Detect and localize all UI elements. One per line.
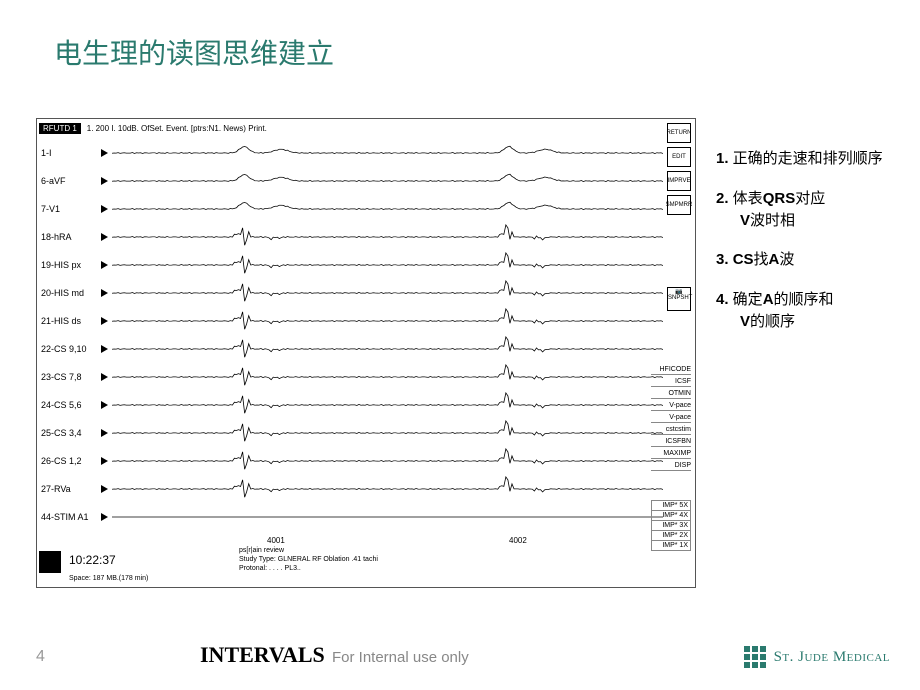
play-icon <box>101 233 108 241</box>
trace-row: 44-STIM A1 <box>39 503 663 531</box>
toolbar-icon[interactable]: RETURN <box>667 123 691 143</box>
trace-row: 1-I <box>39 139 663 167</box>
trace-label: 22-CS 9,10 <box>39 344 101 354</box>
waveform <box>112 224 663 250</box>
trace-label: 27-RVa <box>39 484 101 494</box>
param-label: HFICODE <box>651 365 691 375</box>
param-label: V-pace <box>651 401 691 411</box>
param-label: cstcstim <box>651 425 691 435</box>
trace-label: 23-CS 7,8 <box>39 372 101 382</box>
toolbar-icons: RETURN EDIT IMPRVE SMPMRR <box>667 123 693 215</box>
play-icon <box>101 345 108 353</box>
footer-space: Space: 187 MB.(178 min) <box>69 574 148 583</box>
play-icon <box>101 261 108 269</box>
waveform <box>112 392 663 418</box>
note-item: 2. 体表QRS对应V波时相 <box>716 188 906 232</box>
timestamp: 10:22:37 <box>69 553 116 567</box>
side-notes: 1. 正确的走速和排列顺序 2. 体表QRS对应V波时相 3. CS找A波 4. 确定… <box>716 148 906 351</box>
trace-row: 26-CS 1,2 <box>39 447 663 475</box>
waveform <box>112 476 663 502</box>
trace-row: 6-aVF <box>39 167 663 195</box>
trace-label: 19-HIS px <box>39 260 101 270</box>
param-label: MAXIMP <box>651 449 691 459</box>
ecg-chart: RFUTD 1 1. 200 I. 10dB. OfSet. Event. [p… <box>36 118 696 588</box>
camera-icon: 📷SNPSHT <box>667 287 691 311</box>
chart-footer: 10:22:37 Space: 187 MB.(178 min) ps[r|ai… <box>39 549 693 585</box>
trace-row: 22-CS 9,10 <box>39 335 663 363</box>
slide-title: 电生理的读图思维建立 <box>54 32 334 72</box>
header-text: 1. 200 I. 10dB. OfSet. Event. [ptrs:N1. … <box>87 124 267 133</box>
annotation-4001: 4001 <box>267 536 285 545</box>
trace-row: 25-CS 3,4 <box>39 419 663 447</box>
chart-header: RFUTD 1 1. 200 I. 10dB. OfSet. Event. [p… <box>39 121 693 135</box>
param-label: ICSFBN <box>651 437 691 447</box>
waveform <box>112 308 663 334</box>
trace-row: 20-HIS md <box>39 279 663 307</box>
intervals-label: INTERVALS <box>200 642 325 668</box>
play-icon <box>101 317 108 325</box>
play-icon <box>101 289 108 297</box>
trace-label: 44-STIM A1 <box>39 512 101 522</box>
trace-label: 26-CS 1,2 <box>39 456 101 466</box>
waveform <box>112 504 663 530</box>
waveform <box>112 448 663 474</box>
trace-row: 19-HIS px <box>39 251 663 279</box>
play-icon <box>101 149 108 157</box>
waveform <box>112 140 663 166</box>
note-item: 1. 正确的走速和排列顺序 <box>716 148 906 170</box>
play-icon <box>101 429 108 437</box>
waveform <box>112 336 663 362</box>
play-icon <box>101 373 108 381</box>
trace-container: 1-I 6-aVF 7-V1 18-hRA 19-HIS px 20-HIS md 21-H… <box>39 139 663 547</box>
footer-study: ps[r|ain review Study Type: GLNERAL RF O… <box>239 546 378 573</box>
logo-icon <box>744 646 766 668</box>
waveform <box>112 280 663 306</box>
waveform <box>112 196 663 222</box>
trace-label: 20-HIS md <box>39 288 101 298</box>
trace-row: 7-V1 <box>39 195 663 223</box>
toolbar-icon[interactable]: SMPMRR <box>667 195 691 215</box>
play-icon <box>101 401 108 409</box>
note-item: 4. 确定A的顺序和V的顺序 <box>716 289 906 333</box>
header-tag: RFUTD 1 <box>39 123 81 134</box>
trace-label: 6-aVF <box>39 176 101 186</box>
trace-label: 7-V1 <box>39 204 101 214</box>
toolbar-icon[interactable]: EDIT <box>667 147 691 167</box>
trace-label: 24-CS 5,6 <box>39 400 101 410</box>
trace-row: 24-CS 5,6 <box>39 391 663 419</box>
annotation-4002: 4002 <box>509 536 527 545</box>
trace-label: 21-HIS ds <box>39 316 101 326</box>
param-label: ICSF <box>651 377 691 387</box>
trace-label: 18-hRA <box>39 232 101 242</box>
trace-row: 18-hRA <box>39 223 663 251</box>
logo-text: St. Jude Medical <box>774 649 890 666</box>
trace-label: 25-CS 3,4 <box>39 428 101 438</box>
play-icon <box>101 513 108 521</box>
play-icon <box>101 457 108 465</box>
play-icon <box>101 205 108 213</box>
footer-black-box <box>39 551 61 573</box>
waveform <box>112 364 663 390</box>
toolbar-icon[interactable]: IMPRVE <box>667 171 691 191</box>
play-icon <box>101 177 108 185</box>
brand-logo: St. Jude Medical <box>744 646 890 668</box>
note-item: 3. CS找A波 <box>716 249 906 271</box>
internal-use-label: For Internal use only <box>332 649 469 666</box>
waveform <box>112 252 663 278</box>
trace-label: 1-I <box>39 148 101 158</box>
play-icon <box>101 485 108 493</box>
param-label: DISP <box>651 461 691 471</box>
trace-row: 23-CS 7,8 <box>39 363 663 391</box>
waveform <box>112 420 663 446</box>
trace-row: 21-HIS ds <box>39 307 663 335</box>
trace-row: 27-RVa <box>39 475 663 503</box>
right-label-stack: HFICODE ICSF OTMIN V-pace V-pace cstcstim ICSF… <box>651 365 691 471</box>
page-number: 4 <box>36 648 45 666</box>
imp-label-stack: IMP* 5XIMP* 4XIMP* 3XIMP* 2XIMP* 1X <box>651 501 691 551</box>
param-label: V-pace <box>651 413 691 423</box>
param-label: OTMIN <box>651 389 691 399</box>
waveform <box>112 168 663 194</box>
